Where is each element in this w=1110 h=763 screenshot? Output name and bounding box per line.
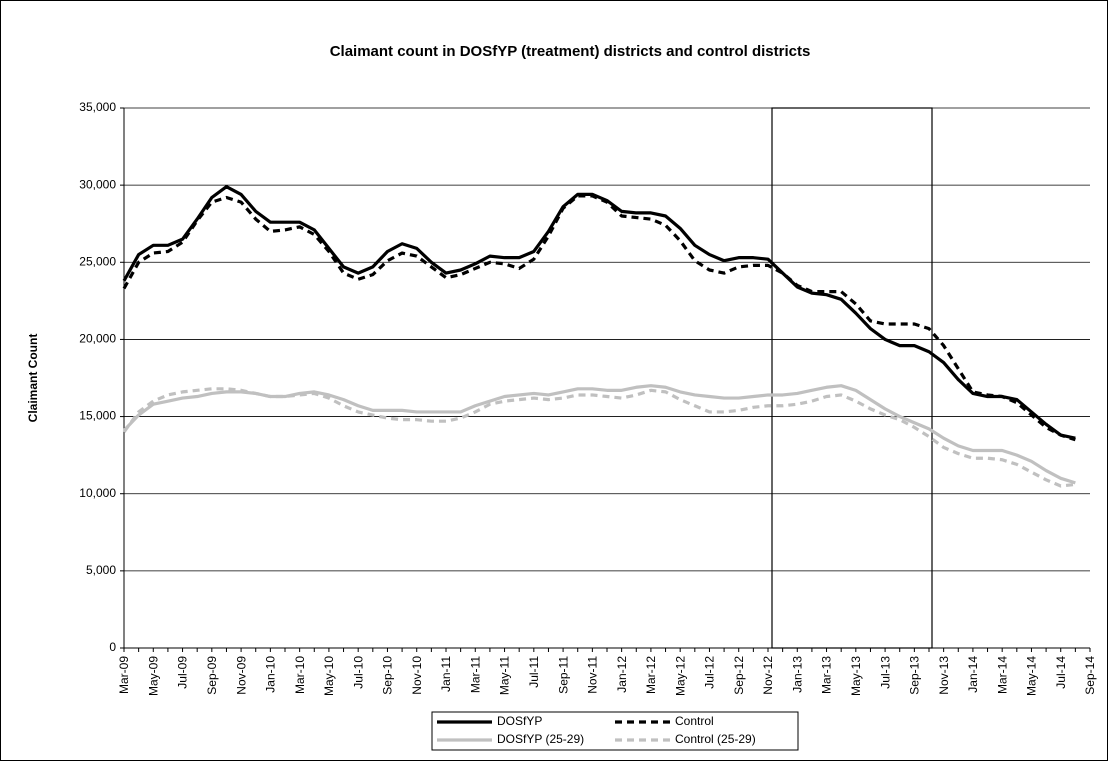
y-tick-label: 0 <box>109 640 116 654</box>
x-tick-label: May-09 <box>146 656 160 696</box>
x-tick-label: Mar-11 <box>468 656 482 693</box>
x-tick-label: Nov-09 <box>234 656 248 695</box>
x-tick-label: Jan-10 <box>264 656 278 693</box>
x-tick-label: May-12 <box>673 656 687 696</box>
x-tick-label: Mar-14 <box>995 656 1009 694</box>
x-tick-label: Jul-12 <box>703 656 717 689</box>
x-tick-label: Sep-13 <box>908 656 922 695</box>
series-line <box>122 194 1076 442</box>
y-tick-label: 30,000 <box>79 177 116 191</box>
x-tick-label: Nov-11 <box>586 656 600 694</box>
y-tick-label: 15,000 <box>79 409 116 423</box>
x-tick-label: Mar-12 <box>644 656 658 694</box>
legend-box <box>431 711 799 751</box>
x-tick-label: Jul-13 <box>878 656 892 689</box>
x-tick-label: Sep-11 <box>556 656 570 694</box>
x-tick-label: May-14 <box>1025 656 1039 696</box>
x-tick-label: Nov-12 <box>761 656 775 695</box>
x-tick-label: Jan-14 <box>966 656 980 693</box>
x-tick-label: Jan-11 <box>439 656 453 692</box>
x-tick-label: Jan-12 <box>615 656 629 693</box>
chart-title: Claimant count in DOSfYP (treatment) dis… <box>330 43 811 60</box>
y-tick-label: 20,000 <box>79 332 116 346</box>
series-line <box>122 387 1076 488</box>
legend-label: Control (25-29) <box>675 732 756 746</box>
y-tick-label: 25,000 <box>79 254 116 268</box>
x-tick-label: Sep-09 <box>205 656 219 695</box>
series-line <box>122 185 1076 440</box>
x-tick-label: May-10 <box>322 656 336 696</box>
x-tick-label: Mar-10 <box>293 656 307 694</box>
x-tick-label: Sep-14 <box>1083 656 1097 695</box>
x-tick-label: May-11 <box>498 656 512 695</box>
y-tick-label: 35,000 <box>79 100 116 114</box>
x-tick-label: Jul-14 <box>1054 656 1068 689</box>
y-tick-label: 5,000 <box>86 563 116 577</box>
legend-label: Control <box>675 714 714 728</box>
legend-label: DOSfYP <box>497 714 542 728</box>
x-tick-label: Nov-10 <box>410 656 424 695</box>
x-tick-label: Mar-13 <box>820 656 834 694</box>
x-tick-label: Jul-10 <box>351 656 365 689</box>
x-tick-label: Sep-10 <box>381 656 395 695</box>
grid <box>124 107 1090 649</box>
x-tick-label: Sep-12 <box>732 656 746 695</box>
x-tick-label: Jan-13 <box>790 656 804 693</box>
x-tick-label: Jul-09 <box>176 656 190 689</box>
y-tick-label: 10,000 <box>79 486 116 500</box>
y-axis-label: Claimant Count <box>26 334 40 423</box>
x-tick-label: Jul-11 <box>527 656 541 688</box>
x-tick-label: May-13 <box>849 656 863 696</box>
legend-label: DOSfYP (25-29) <box>497 732 584 746</box>
x-tick-label: Mar-09 <box>117 656 131 694</box>
x-tick-label: Nov-13 <box>937 656 951 695</box>
